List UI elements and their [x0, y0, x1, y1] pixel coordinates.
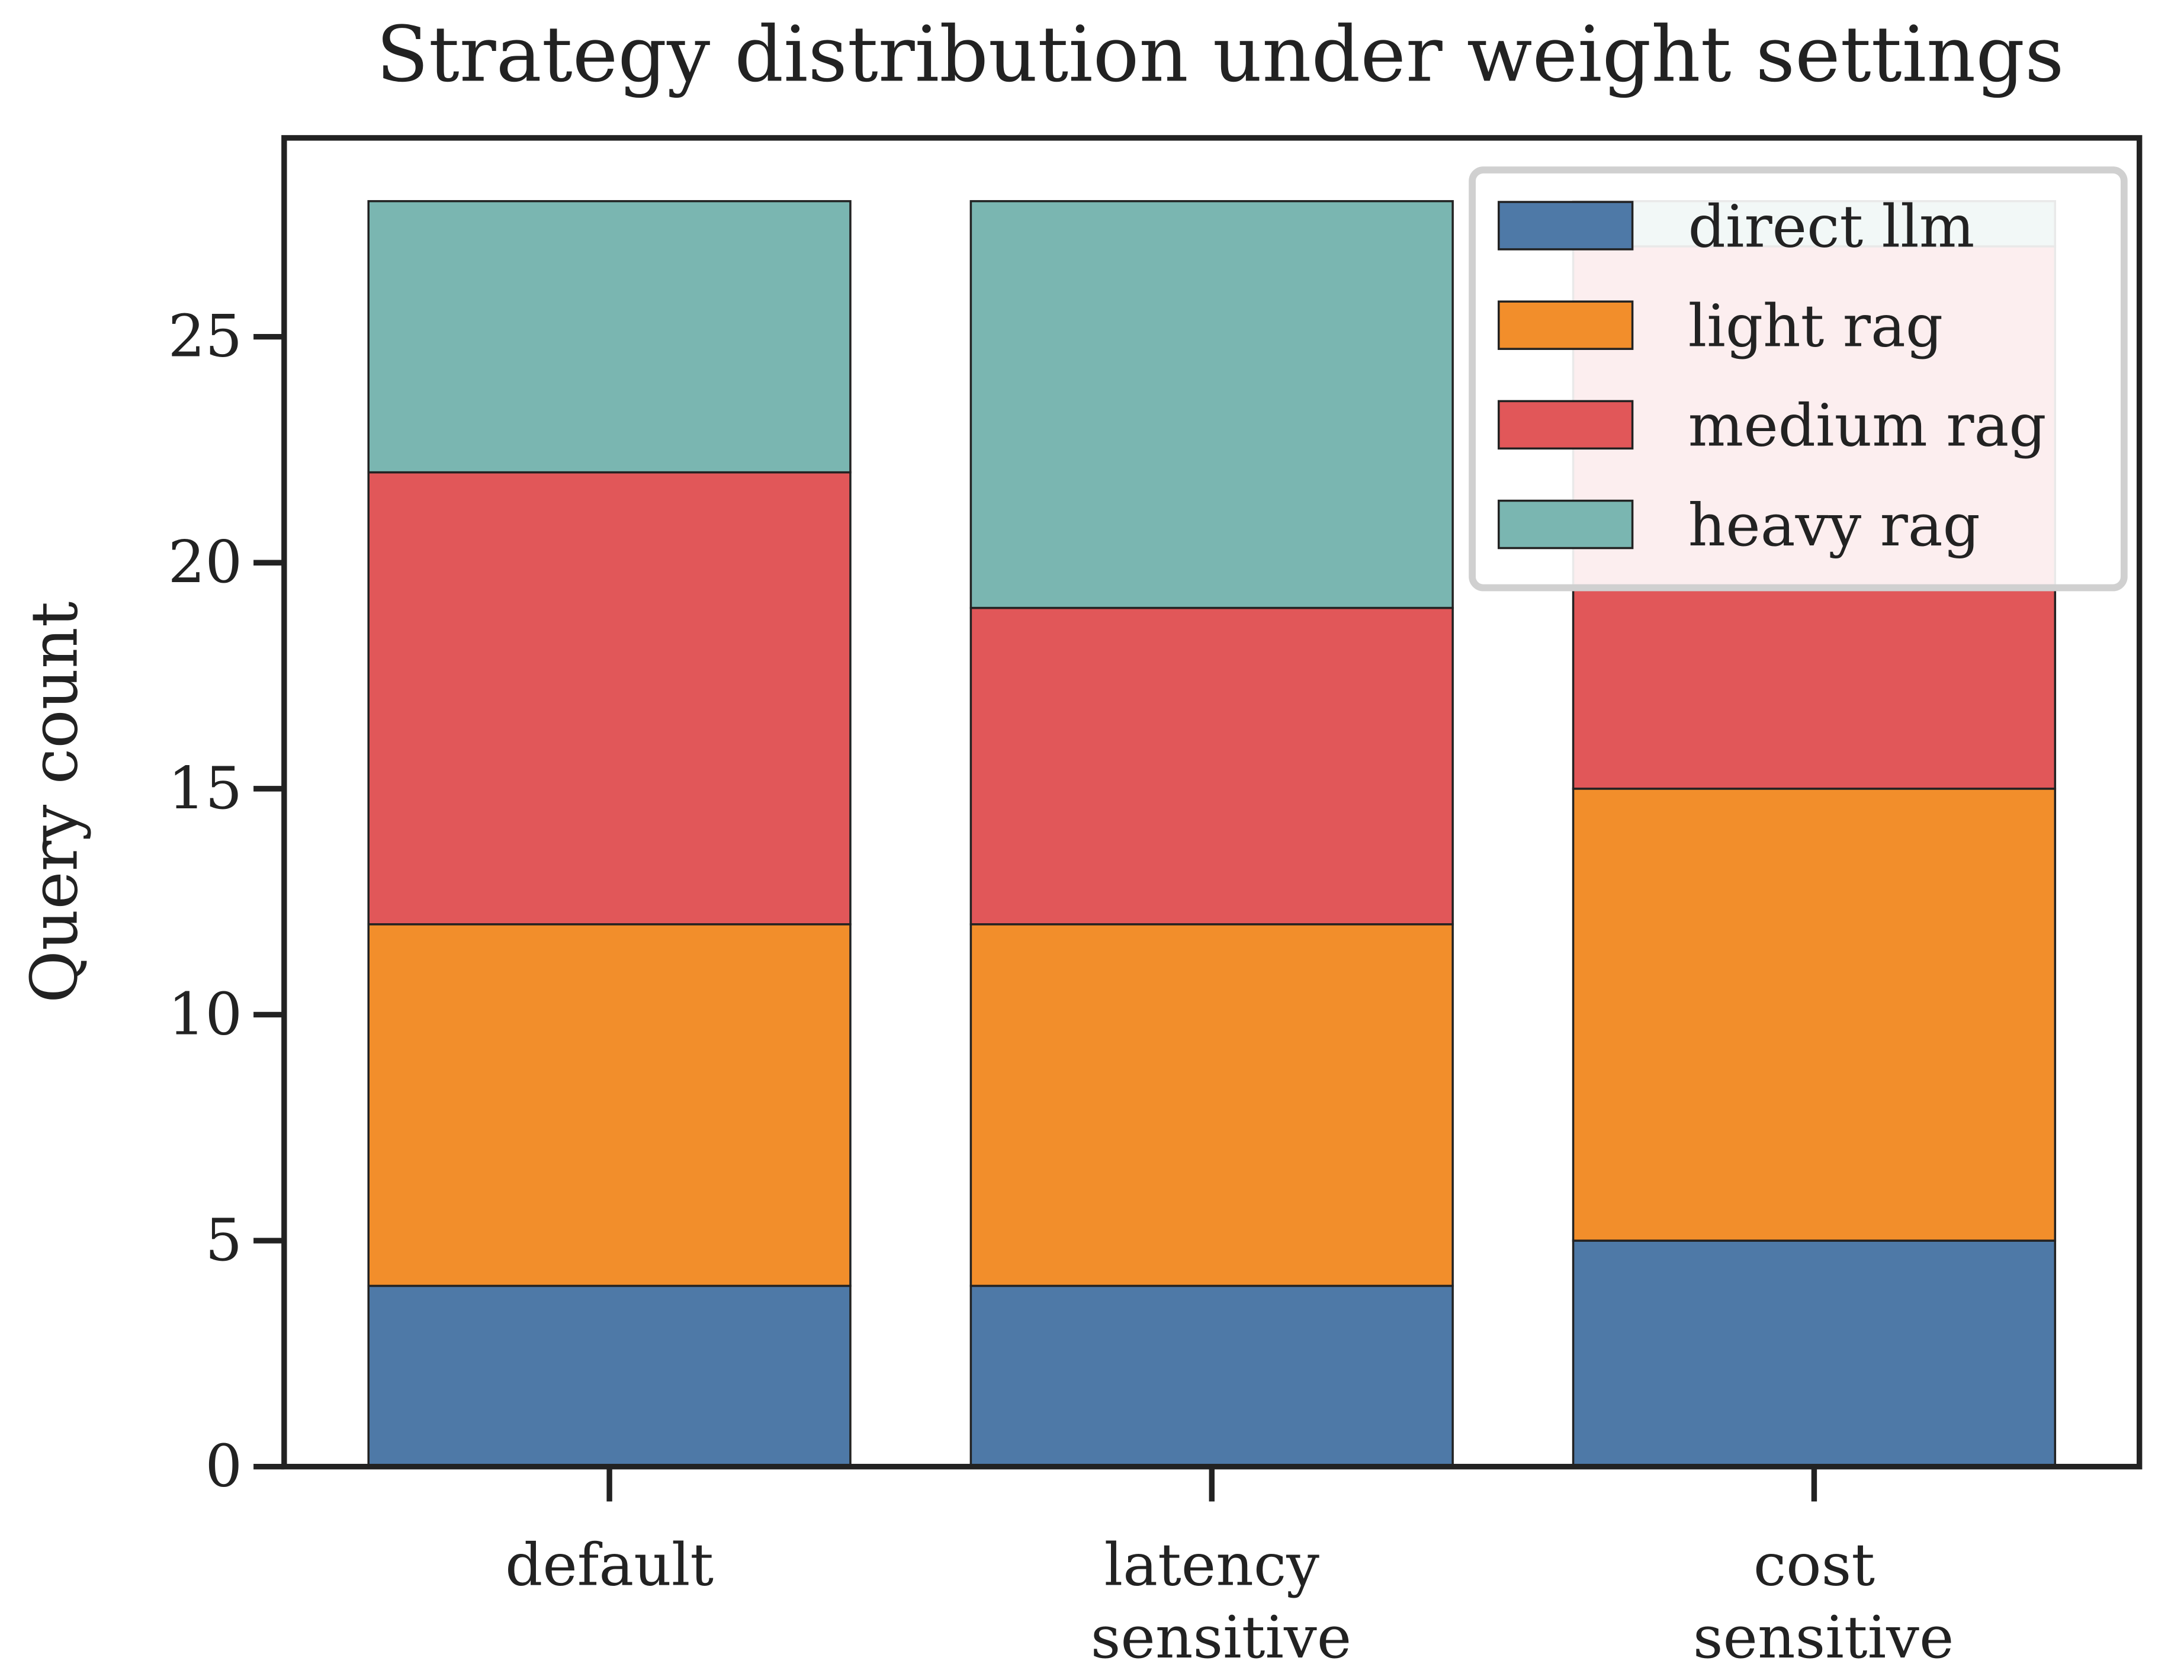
- legend-swatch: [1498, 499, 1634, 550]
- chart-title: Strategy distribution under weight setti…: [376, 9, 2064, 99]
- y-tick-label: 20: [168, 528, 243, 596]
- bar-segment: [969, 606, 1454, 926]
- legend-swatch: [1498, 201, 1634, 250]
- x-tick-label: latency sensitive: [1072, 1531, 1351, 1672]
- bar-segment: [969, 200, 1454, 609]
- bar-segment: [1572, 1239, 2057, 1468]
- plot-frame: [281, 135, 2143, 1470]
- y-axis-label: Query count: [17, 602, 92, 1003]
- y-tick-label: 5: [205, 1206, 242, 1274]
- legend-label: light rag: [1688, 292, 1943, 360]
- legend-label: medium rag: [1688, 392, 2047, 460]
- legend-label: heavy rag: [1688, 492, 1980, 560]
- y-tick-label: 0: [205, 1432, 242, 1501]
- bar-segment: [367, 1284, 852, 1468]
- bar-segment: [969, 923, 1454, 1287]
- legend-swatch: [1498, 300, 1634, 350]
- y-tick-label: 15: [168, 754, 243, 823]
- bar-segment: [1572, 788, 2057, 1242]
- bar-segment: [367, 471, 852, 926]
- legend-label: direct llm: [1688, 192, 1975, 261]
- y-tick-label: 10: [168, 980, 243, 1048]
- x-tick-label: default: [505, 1531, 714, 1599]
- legend-frame: [1469, 166, 2128, 592]
- legend-swatch: [1498, 400, 1634, 450]
- bar-segment: [367, 923, 852, 1287]
- y-tick-label: 25: [168, 303, 243, 371]
- bar-segment: [969, 1284, 1454, 1468]
- x-tick-label: cost sensitive: [1674, 1531, 1954, 1672]
- bar-segment: [367, 200, 852, 474]
